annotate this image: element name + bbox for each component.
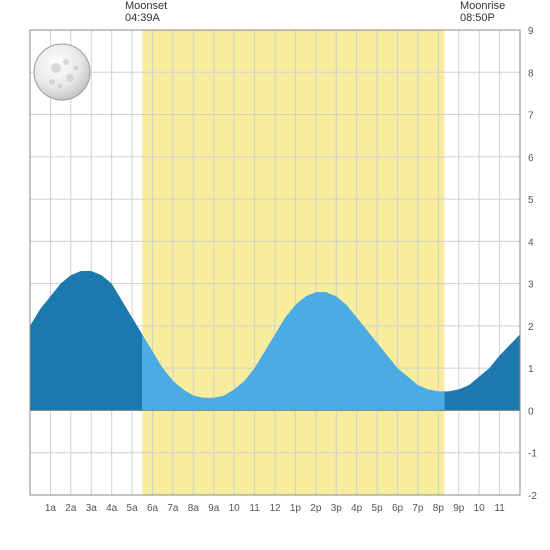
x-tick-label: 8a <box>188 503 200 514</box>
moon-crater <box>66 74 74 82</box>
moonset-title: Moonset <box>125 0 167 12</box>
x-tick-label: 4p <box>351 503 363 514</box>
x-tick-label: 3a <box>86 503 98 514</box>
y-tick-label: 0 <box>528 406 534 417</box>
moon-crater <box>49 79 55 85</box>
y-tick-label: 8 <box>528 68 534 79</box>
moon-crater <box>74 66 79 71</box>
y-tick-label: 4 <box>528 237 534 248</box>
y-tick-label: 7 <box>528 111 534 122</box>
moon-crater <box>51 63 61 73</box>
moonrise-time: 08:50P <box>460 12 505 24</box>
x-tick-label: 10 <box>474 503 486 514</box>
moon-icon <box>34 44 90 100</box>
x-tick-label: 2p <box>310 503 322 514</box>
x-tick-label: 10 <box>229 503 241 514</box>
y-tick-label: 5 <box>528 195 534 206</box>
y-tick-label: -1 <box>528 449 537 460</box>
y-tick-label: 9 <box>528 26 534 37</box>
x-tick-label: 1a <box>45 503 57 514</box>
moonrise-title: Moonrise <box>460 0 505 12</box>
x-tick-label: 3p <box>331 503 343 514</box>
x-tick-label: 2a <box>65 503 77 514</box>
x-tick-label: 4a <box>106 503 118 514</box>
x-tick-label: 11 <box>494 503 505 514</box>
y-tick-label: 2 <box>528 322 534 333</box>
x-tick-label: 5p <box>372 503 384 514</box>
y-tick-label: -2 <box>528 491 537 502</box>
x-tick-label: 9p <box>453 503 465 514</box>
y-tick-label: 1 <box>528 364 534 375</box>
moonrise-label: Moonrise 08:50P <box>460 0 505 24</box>
x-tick-label: 5a <box>127 503 139 514</box>
x-tick-label: 6p <box>392 503 404 514</box>
moon-crater <box>58 84 63 89</box>
moonset-time: 04:39A <box>125 12 167 24</box>
x-tick-label: 1p <box>290 503 302 514</box>
x-tick-label: 9a <box>208 503 220 514</box>
x-tick-label: 11 <box>249 503 260 514</box>
y-tick-label: 6 <box>528 153 534 164</box>
x-tick-label: 7p <box>412 503 424 514</box>
x-tick-label: 12 <box>269 503 281 514</box>
y-tick-label: 3 <box>528 280 534 291</box>
moon-crater <box>63 59 69 65</box>
tide-chart: Moonset 04:39A Moonrise 08:50P -2-101234… <box>0 0 550 550</box>
x-tick-label: 7a <box>167 503 179 514</box>
x-tick-label: 8p <box>433 503 445 514</box>
x-tick-label: 6a <box>147 503 159 514</box>
moonset-label: Moonset 04:39A <box>125 0 167 24</box>
daylight-band <box>142 30 444 495</box>
chart-svg: -2-101234567891a2a3a4a5a6a7a8a9a1011121p… <box>0 0 550 550</box>
